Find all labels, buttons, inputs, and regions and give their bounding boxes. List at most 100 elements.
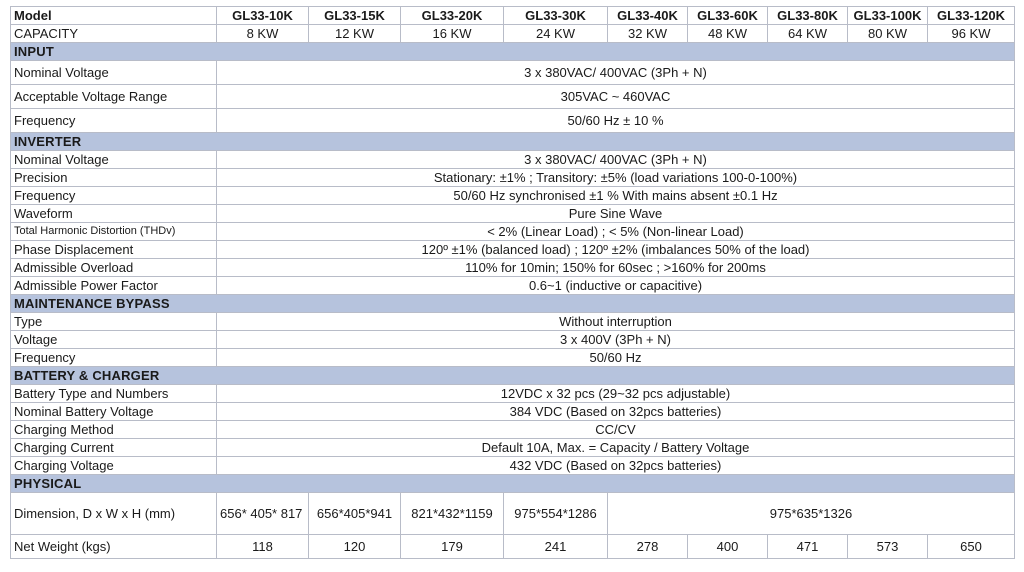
row-label: Phase Displacement [10, 240, 217, 259]
table-row: Charging Voltage 432 VDC (Based on 32pcs… [10, 456, 1015, 475]
table-row: Admissible Overload 110% for 10min; 150%… [10, 258, 1015, 277]
weight-cell: 278 [607, 534, 688, 559]
table-row: Admissible Power Factor 0.6~1 (inductive… [10, 276, 1015, 295]
row-value: 12VDC x 32 pcs (29~32 pcs adjustable) [216, 384, 1015, 403]
spec-table: Model GL33-10K GL33-15K GL33-20K GL33-30… [10, 6, 1015, 559]
model-cell: GL33-40K [607, 6, 688, 25]
table-row: Nominal Voltage 3 x 380VAC/ 400VAC (3Ph … [10, 150, 1015, 169]
row-value: 50/60 Hz ± 10 % [216, 108, 1015, 133]
capacity-cell: 16 KW [400, 24, 504, 43]
section-physical: PHYSICAL [10, 474, 1015, 493]
capacity-cell: 32 KW [607, 24, 688, 43]
model-cell: GL33-10K [216, 6, 309, 25]
table-row: Phase Displacement 120º ±1% (balanced lo… [10, 240, 1015, 259]
dimension-row: Dimension, D x W x H (mm) 656* 405* 817 … [10, 492, 1015, 535]
row-label: Total Harmonic Distortion (THDv) [10, 222, 217, 241]
model-label: Model [10, 6, 217, 25]
row-label: Type [10, 312, 217, 331]
row-value: 120º ±1% (balanced load) ; 120º ±2% (imb… [216, 240, 1015, 259]
capacity-cell: 80 KW [847, 24, 928, 43]
section-title: INPUT [10, 42, 1015, 61]
section-input: INPUT [10, 42, 1015, 61]
row-value: 432 VDC (Based on 32pcs batteries) [216, 456, 1015, 475]
row-value: 0.6~1 (inductive or capacitive) [216, 276, 1015, 295]
weight-cell: 120 [308, 534, 401, 559]
row-value: Pure Sine Wave [216, 204, 1015, 223]
row-value: Default 10A, Max. = Capacity / Battery V… [216, 438, 1015, 457]
row-value: Stationary: ±1% ; Transitory: ±5% (load … [216, 168, 1015, 187]
table-row: Frequency 50/60 Hz [10, 348, 1015, 367]
table-row: Frequency 50/60 Hz synchronised ±1 % Wit… [10, 186, 1015, 205]
table-row: Charging Current Default 10A, Max. = Cap… [10, 438, 1015, 457]
capacity-cell: 8 KW [216, 24, 309, 43]
row-label: Nominal Voltage [10, 150, 217, 169]
dimension-cell: 975*554*1286 [503, 492, 608, 535]
row-value: 3 x 380VAC/ 400VAC (3Ph + N) [216, 60, 1015, 85]
row-label: Acceptable Voltage Range [10, 84, 217, 109]
capacity-cell: 12 KW [308, 24, 401, 43]
model-cell: GL33-100K [847, 6, 928, 25]
table-row: Voltage 3 x 400V (3Ph + N) [10, 330, 1015, 349]
section-title: BATTERY & CHARGER [10, 366, 1015, 385]
table-row: Waveform Pure Sine Wave [10, 204, 1015, 223]
weight-row: Net Weight (kgs) 118 120 179 241 278 400… [10, 534, 1015, 559]
table-row: Frequency 50/60 Hz ± 10 % [10, 108, 1015, 133]
model-cell: GL33-15K [308, 6, 401, 25]
table-row: Precision Stationary: ±1% ; Transitory: … [10, 168, 1015, 187]
model-cell: GL33-120K [927, 6, 1015, 25]
row-label: Dimension, D x W x H (mm) [10, 492, 217, 535]
table-row: Type Without interruption [10, 312, 1015, 331]
row-label: Frequency [10, 186, 217, 205]
weight-cell: 179 [400, 534, 504, 559]
row-label: Voltage [10, 330, 217, 349]
row-value: Without interruption [216, 312, 1015, 331]
capacity-cell: 96 KW [927, 24, 1015, 43]
row-value: 3 x 400V (3Ph + N) [216, 330, 1015, 349]
table-row: Total Harmonic Distortion (THDv) < 2% (L… [10, 222, 1015, 241]
row-value: 305VAC ~ 460VAC [216, 84, 1015, 109]
section-title: INVERTER [10, 132, 1015, 151]
weight-cell: 573 [847, 534, 928, 559]
model-cell: GL33-30K [503, 6, 608, 25]
weight-cell: 650 [927, 534, 1015, 559]
row-value: 384 VDC (Based on 32pcs batteries) [216, 402, 1015, 421]
dimension-cell: 821*432*1159 [400, 492, 504, 535]
model-cell: GL33-60K [687, 6, 768, 25]
section-inverter: INVERTER [10, 132, 1015, 151]
table-row: Nominal Battery Voltage 384 VDC (Based o… [10, 402, 1015, 421]
row-label: Admissible Overload [10, 258, 217, 277]
model-cell: GL33-20K [400, 6, 504, 25]
section-bypass: MAINTENANCE BYPASS [10, 294, 1015, 313]
section-battery: BATTERY & CHARGER [10, 366, 1015, 385]
capacity-cell: 48 KW [687, 24, 768, 43]
dimension-cell: 656* 405* 817 [216, 492, 309, 535]
capacity-label: CAPACITY [10, 24, 217, 43]
row-value: 110% for 10min; 150% for 60sec ; >160% f… [216, 258, 1015, 277]
model-cell: GL33-80K [767, 6, 848, 25]
row-label: Precision [10, 168, 217, 187]
row-label: Admissible Power Factor [10, 276, 217, 295]
row-label: Frequency [10, 348, 217, 367]
row-label: Charging Current [10, 438, 217, 457]
row-label: Battery Type and Numbers [10, 384, 217, 403]
capacity-cell: 64 KW [767, 24, 848, 43]
table-row: Nominal Voltage 3 x 380VAC/ 400VAC (3Ph … [10, 60, 1015, 85]
dimension-cell: 656*405*941 [308, 492, 401, 535]
section-title: PHYSICAL [10, 474, 1015, 493]
row-label: Frequency [10, 108, 217, 133]
row-label: Waveform [10, 204, 217, 223]
row-label: Nominal Voltage [10, 60, 217, 85]
section-title: MAINTENANCE BYPASS [10, 294, 1015, 313]
row-value: 3 x 380VAC/ 400VAC (3Ph + N) [216, 150, 1015, 169]
model-row: Model GL33-10K GL33-15K GL33-20K GL33-30… [10, 6, 1015, 25]
row-label: Charging Voltage [10, 456, 217, 475]
row-value: < 2% (Linear Load) ; < 5% (Non-linear Lo… [216, 222, 1015, 241]
table-row: Charging Method CC/CV [10, 420, 1015, 439]
row-value: 50/60 Hz synchronised ±1 % With mains ab… [216, 186, 1015, 205]
row-value: CC/CV [216, 420, 1015, 439]
row-label: Charging Method [10, 420, 217, 439]
dimension-cell: 975*635*1326 [607, 492, 1015, 535]
weight-cell: 471 [767, 534, 848, 559]
row-value: 50/60 Hz [216, 348, 1015, 367]
row-label: Nominal Battery Voltage [10, 402, 217, 421]
